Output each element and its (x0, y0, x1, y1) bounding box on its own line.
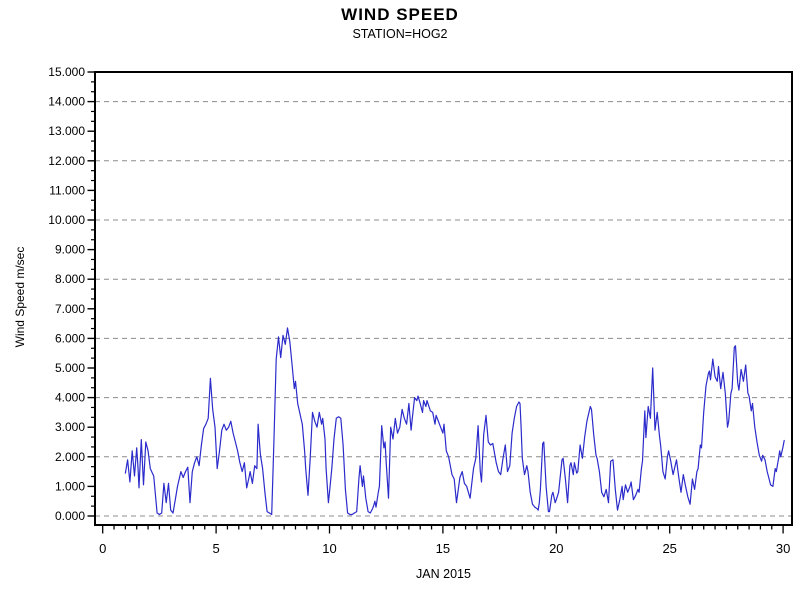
x-tick-label: 15 (436, 541, 450, 556)
y-tick-label: 11.000 (49, 183, 85, 197)
chart-title: WIND SPEED (341, 5, 459, 24)
x-axis-title: JAN 2015 (416, 567, 471, 581)
y-tick-label: 3.000 (55, 420, 85, 434)
y-tick-label: 15.000 (48, 65, 85, 79)
y-tick-label: 5.000 (55, 361, 85, 375)
y-tick-label: 14.000 (48, 95, 85, 109)
y-tick-label: 13.000 (48, 124, 85, 138)
y-tick-label: 2.000 (55, 450, 85, 464)
y-tick-label: 12.000 (48, 154, 85, 168)
y-tick-label: 7.000 (55, 302, 85, 316)
x-tick-label: 30 (776, 541, 790, 556)
y-tick-label: 4.000 (55, 391, 85, 405)
y-tick-label: 8.000 (55, 272, 85, 286)
x-tick-label: 0 (99, 541, 106, 556)
y-tick-label: 6.000 (55, 331, 85, 345)
plot-frame (94, 71, 793, 526)
x-tick-label: 25 (662, 541, 676, 556)
y-tick-label: 0.000 (55, 509, 85, 523)
x-tick-label: 20 (549, 541, 563, 556)
y-tick-label: 1.000 (55, 479, 85, 493)
data-polyline (124, 327, 785, 516)
y-tick-label: 10.000 (48, 213, 85, 227)
x-tick-label: 5 (212, 541, 219, 556)
chart-subtitle: STATION=HOG2 (352, 27, 448, 41)
x-tick-label: 10 (322, 541, 336, 556)
y-tick-label: 9.000 (55, 243, 85, 257)
